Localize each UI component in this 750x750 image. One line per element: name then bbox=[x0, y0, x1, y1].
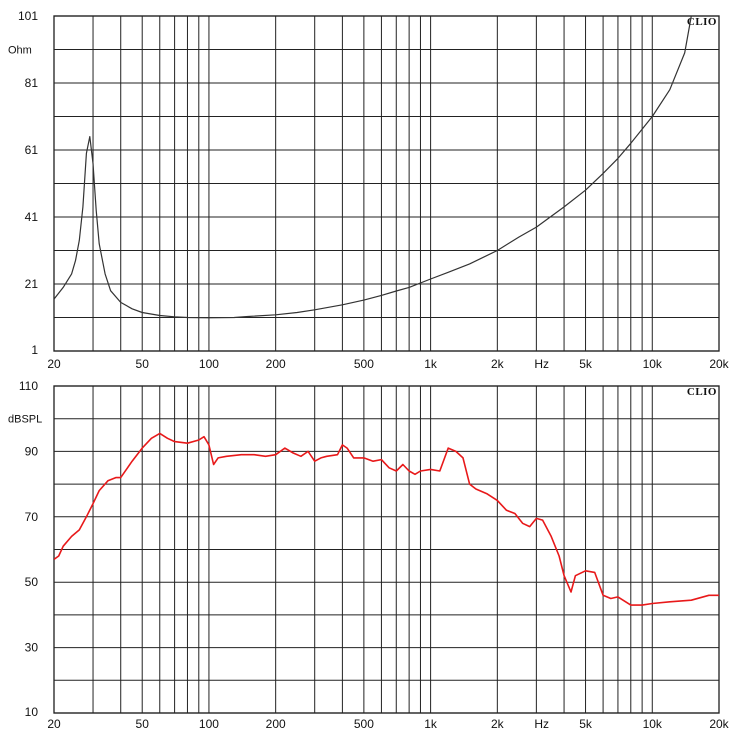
spl-xtick-label: 100 bbox=[199, 717, 219, 731]
impedance-xtick-label: 10k bbox=[643, 357, 663, 371]
impedance-xtick-label: Hz bbox=[534, 357, 549, 371]
spl-xtick-label: 5k bbox=[579, 717, 593, 731]
impedance-ytick-label: 101 bbox=[18, 9, 38, 23]
impedance-ytick-label: 61 bbox=[25, 143, 39, 157]
impedance-chart: 101 81 61 41 21 1 Ohm 20 50 100 200 500 1k 2k Hz 5k 10k 2… bbox=[8, 9, 730, 371]
impedance-ytick-label: 41 bbox=[25, 210, 39, 224]
impedance-xtick-label: 1k bbox=[424, 357, 438, 371]
impedance-brand-logo: CLIO bbox=[687, 16, 717, 28]
spl-ytick-label: 70 bbox=[25, 510, 39, 524]
spl-xtick-label: 10k bbox=[643, 717, 663, 731]
impedance-xtick-label: 2k bbox=[491, 357, 505, 371]
spl-curve bbox=[54, 432, 719, 606]
impedance-ytick-label: 21 bbox=[25, 277, 39, 291]
impedance-xtick-label: 20k bbox=[709, 357, 729, 371]
impedance-xtick-label: 5k bbox=[579, 357, 593, 371]
impedance-xtick-label: 50 bbox=[136, 357, 150, 371]
spl-unit-label: dBSPL bbox=[8, 414, 42, 426]
spl-xtick-label: 20k bbox=[709, 717, 729, 731]
spl-ytick-label: 50 bbox=[25, 575, 39, 589]
spl-brand-logo: CLIO bbox=[687, 386, 717, 398]
impedance-xtick-label: 20 bbox=[47, 357, 61, 371]
spl-xtick-label: 20 bbox=[47, 717, 61, 731]
spl-xtick-label: 1k bbox=[424, 717, 438, 731]
spl-xtick-label: 500 bbox=[354, 717, 374, 731]
spl-ytick-label: 30 bbox=[25, 641, 39, 655]
spl-xtick-label: 200 bbox=[266, 717, 286, 731]
spl-xtick-label: 50 bbox=[136, 717, 150, 731]
spl-xtick-label: Hz bbox=[534, 717, 549, 731]
impedance-xtick-label: 500 bbox=[354, 357, 374, 371]
impedance-ytick-label: 1 bbox=[31, 343, 38, 357]
impedance-xtick-label: 200 bbox=[266, 357, 286, 371]
impedance-curve bbox=[54, 16, 692, 319]
impedance-xtick-label: 100 bbox=[199, 357, 219, 371]
impedance-ytick-label: 81 bbox=[25, 76, 39, 90]
spl-ytick-label: 110 bbox=[19, 379, 38, 393]
spl-ytick-label: 10 bbox=[25, 705, 39, 719]
spl-xtick-label: 2k bbox=[491, 717, 505, 731]
spl-chart: 110 90 70 50 30 10 dBSPL 20 50 100 200 500 1k 2k Hz 5k 1… bbox=[8, 379, 730, 731]
impedance-unit-label: Ohm bbox=[8, 45, 32, 57]
spl-ytick-label: 90 bbox=[25, 444, 39, 458]
